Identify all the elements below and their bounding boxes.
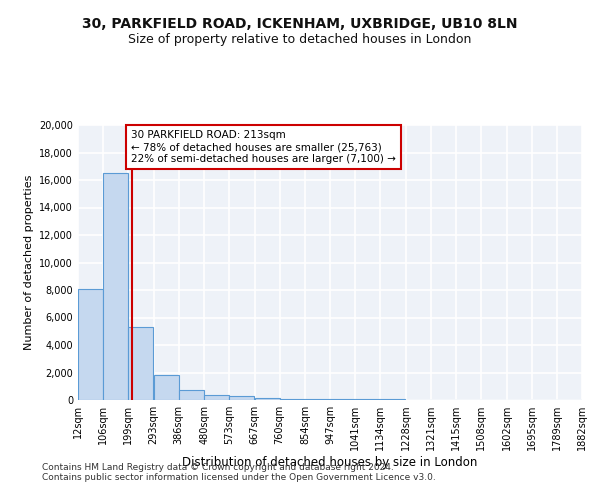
Text: Size of property relative to detached houses in London: Size of property relative to detached ho… [128,32,472,46]
Bar [128,327,154,400]
Bar [330,399,355,400]
Bar [204,395,229,400]
Text: 30 PARKFIELD ROAD: 213sqm
← 78% of detached houses are smaller (25,763)
22% of s: 30 PARKFIELD ROAD: 213sqm ← 78% of detac… [131,130,396,164]
Bar [305,399,330,400]
Bar [280,398,305,400]
Text: Contains HM Land Registry data © Crown copyright and database right 2024.
Contai: Contains HM Land Registry data © Crown c… [42,463,436,482]
Bar [254,398,280,400]
X-axis label: Distribution of detached houses by size in London: Distribution of detached houses by size … [182,456,478,469]
Bar [179,390,204,400]
Bar [78,288,103,400]
Bar [103,173,128,400]
Bar [154,375,179,400]
Text: 30, PARKFIELD ROAD, ICKENHAM, UXBRIDGE, UB10 8LN: 30, PARKFIELD ROAD, ICKENHAM, UXBRIDGE, … [82,18,518,32]
Y-axis label: Number of detached properties: Number of detached properties [24,175,34,350]
Bar [229,396,254,400]
